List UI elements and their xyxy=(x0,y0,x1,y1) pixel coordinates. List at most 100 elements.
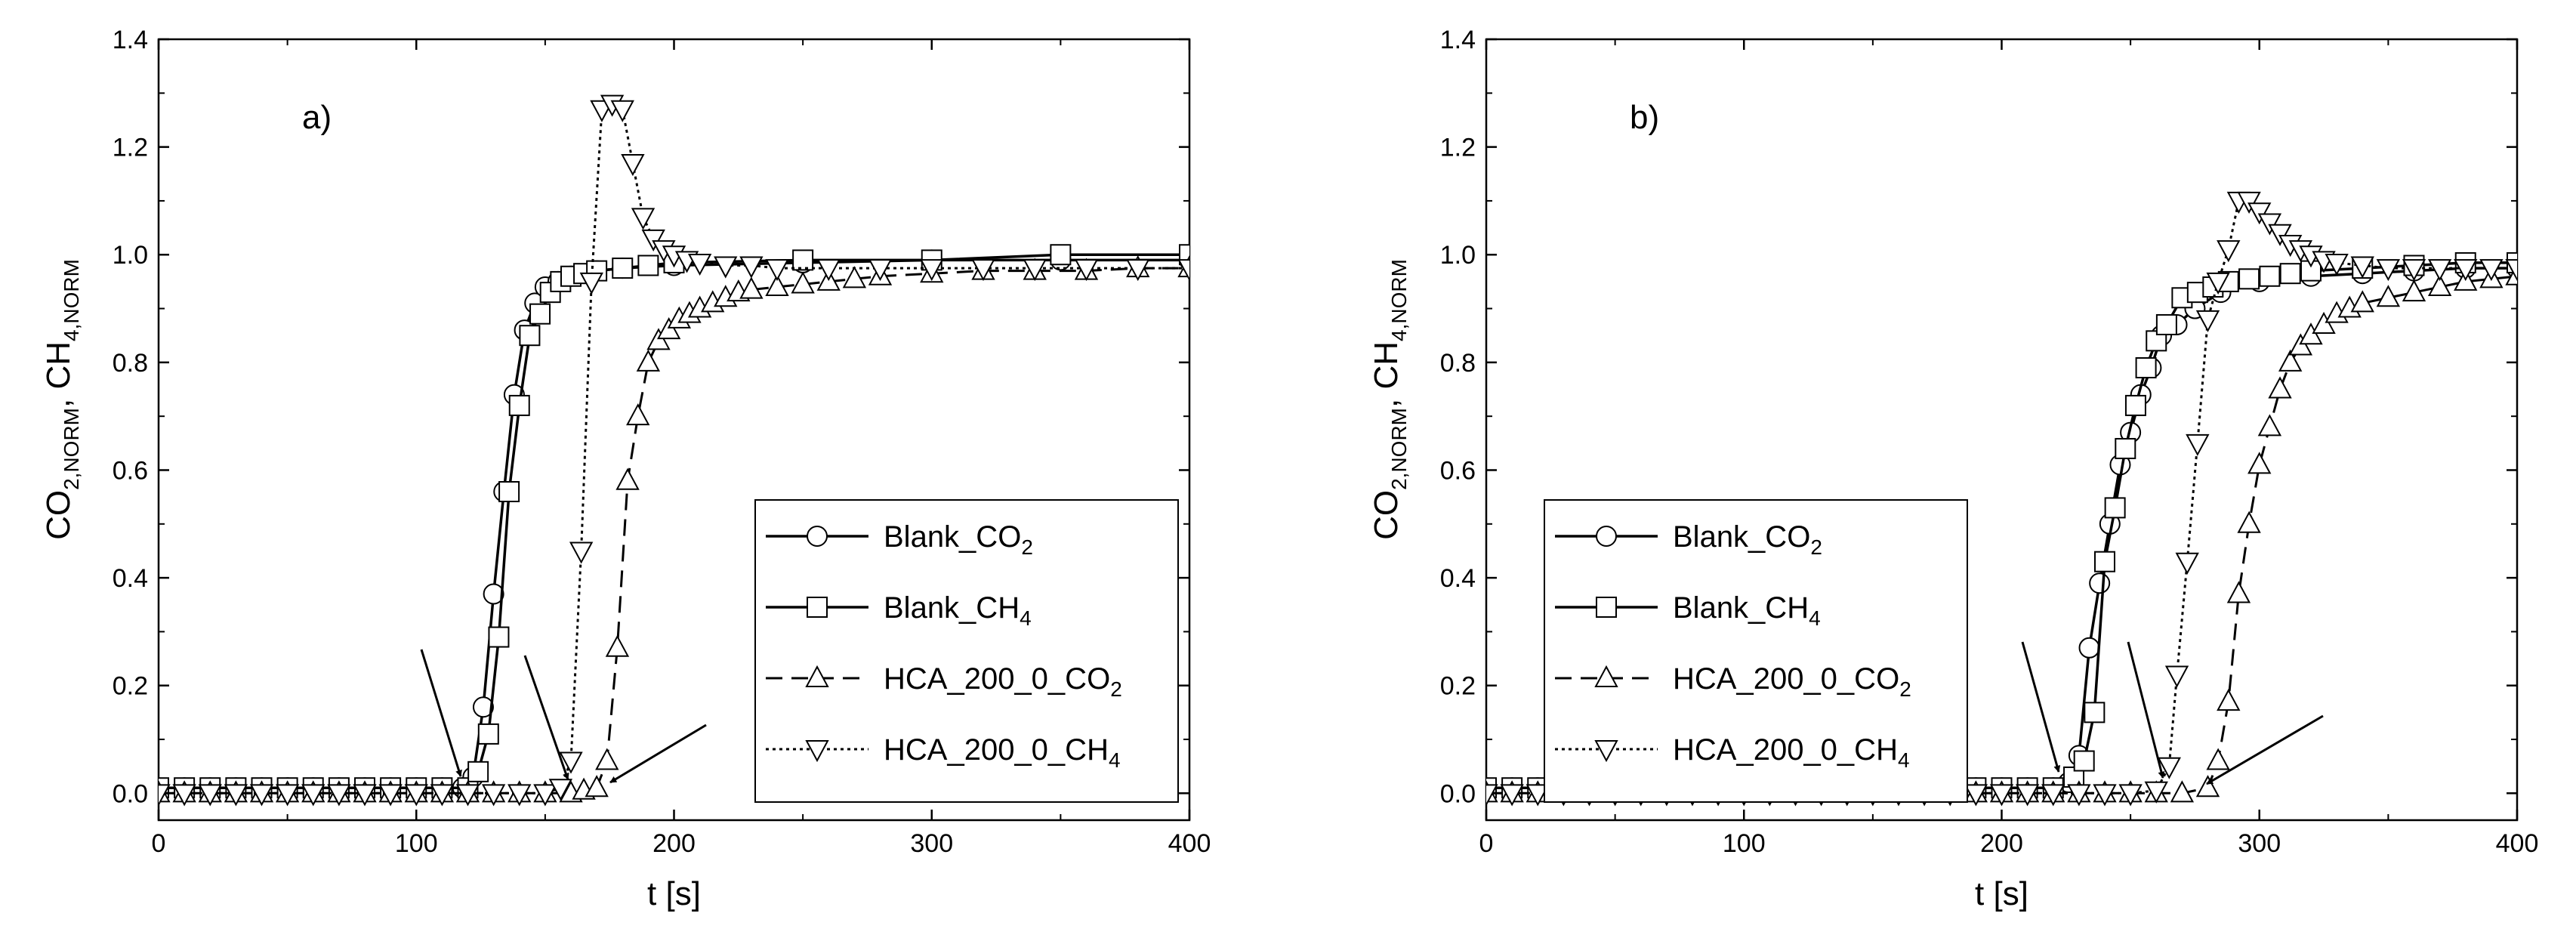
data-point-HCA_200_0_CH4 xyxy=(2195,310,2220,332)
annotation-arrow xyxy=(2021,641,2061,773)
data-point-Blank_CH4 xyxy=(529,303,551,325)
data-point-HCA_200_0_CO2 xyxy=(657,316,681,340)
data-point-HCA_200_0_CH4 xyxy=(353,784,377,807)
data-point-HCA_200_0_CO2 xyxy=(2247,452,2272,474)
series-line-HCA_200_0_CH4 xyxy=(159,102,1189,794)
data-point-HCA_200_0_CH4 xyxy=(481,784,506,807)
data-point-Blank_CH4 xyxy=(2155,313,2177,335)
data-point-HCA_200_0_CO2 xyxy=(2312,311,2336,334)
data-point-HCA_200_0_CO2 xyxy=(626,403,650,426)
annotation-arrow xyxy=(2206,714,2324,785)
data-point-HCA_200_0_CH4 xyxy=(548,779,573,801)
data-point-HCA_200_0_CH4 xyxy=(159,784,171,807)
data-point-HCA_200_0_CH4 xyxy=(714,256,738,279)
data-point-Blank_CH4 xyxy=(2073,750,2095,772)
data-point-HCA_200_0_CO2 xyxy=(2427,273,2452,297)
data-point-HCA_200_0_CH4 xyxy=(2093,784,2117,807)
y-tick-label: 1.0 xyxy=(113,241,148,270)
data-point-HCA_200_0_CH4 xyxy=(971,259,995,282)
legend-marker-Blank_CO2 xyxy=(1596,526,1617,547)
data-point-HCA_200_0_CH4 xyxy=(2325,253,2349,276)
data-point-HCA_200_0_CH4 xyxy=(507,784,532,807)
data-point-HCA_200_0_CH4 xyxy=(579,272,603,295)
data-point-HCA_200_0_CO2 xyxy=(2288,333,2313,356)
annotation-arrow xyxy=(523,655,569,780)
data-point-Blank_CH4 xyxy=(2279,263,2301,285)
data-point-Blank_CH4 xyxy=(2115,437,2136,459)
data-point-HCA_200_0_CO2 xyxy=(2376,285,2401,307)
data-point-HCA_200_0_CO2 xyxy=(2237,511,2261,533)
data-point-HCA_200_0_CO2 xyxy=(615,467,640,490)
y-tick-label: 0.4 xyxy=(1440,564,1476,593)
y-tick-label: 1.4 xyxy=(1440,26,1476,54)
x-tick-label: 0 xyxy=(152,829,166,858)
legend-marker-Blank_CH4 xyxy=(1596,597,1617,618)
data-point-HCA_200_0_CH4 xyxy=(404,784,428,807)
data-point-HCA_200_0_CO2 xyxy=(2217,689,2241,711)
data-point-Blank_CH4 xyxy=(2135,356,2157,378)
data-point-HCA_200_0_CH4 xyxy=(1177,259,1189,282)
legend-label-Blank_CH4: Blank_CH4 xyxy=(884,591,1032,630)
legend-box xyxy=(1544,499,1968,803)
data-point-HCA_200_0_CO2 xyxy=(605,634,630,657)
legend-label-HCA_200_0_CH4: HCA_200_0_CH4 xyxy=(884,733,1121,772)
y-tick-label: 0.8 xyxy=(113,349,148,378)
annotation-arrow xyxy=(609,723,707,784)
y-tick-label: 0.8 xyxy=(1440,349,1476,378)
data-point-Blank_CH4 xyxy=(612,258,634,279)
legend-label-HCA_200_0_CO2: HCA_200_0_CO2 xyxy=(884,662,1122,701)
data-point-HCA_200_0_CO2 xyxy=(2257,414,2282,437)
y-tick-label: 1.2 xyxy=(1440,134,1476,162)
data-point-HCA_200_0_CH4 xyxy=(2427,259,2452,282)
data-point-HCA_200_0_CO2 xyxy=(2402,279,2426,302)
data-point-HCA_200_0_CH4 xyxy=(2118,784,2143,807)
data-point-HCA_200_0_CH4 xyxy=(569,541,594,564)
data-point-HCA_200_0_CH4 xyxy=(2237,191,2261,214)
data-point-HCA_200_0_CH4 xyxy=(2350,256,2374,279)
data-point-HCA_200_0_CH4 xyxy=(1074,259,1099,282)
data-point-Blank_CH4 xyxy=(2238,268,2260,290)
legend: Blank_CO2 Blank_CH4 HCA_200_0_CO2 HCA_200_0… xyxy=(1544,499,1968,803)
plot-area xyxy=(159,94,1189,807)
annotation-arrow xyxy=(2127,641,2165,779)
data-point-HCA_200_0_CH4 xyxy=(2217,240,2241,263)
data-point-Blank_CH4 xyxy=(2094,551,2115,572)
legend-marker-Blank_CH4 xyxy=(807,597,828,618)
data-point-HCA_200_0_CH4 xyxy=(641,229,665,251)
chart-panel-b: 0 100 200 300 400 0.0 0.2 0.4 0.6 0.8 1.0 1.2 1.4 t [… xyxy=(1368,26,2538,912)
data-point-HCA_200_0_CH4 xyxy=(455,784,480,807)
legend-label-Blank_CO2: Blank_CO2 xyxy=(884,520,1033,559)
data-point-HCA_200_0_CH4 xyxy=(249,784,274,807)
data-point-HCA_200_0_CH4 xyxy=(1526,784,1550,807)
data-point-HCA_200_0_CH4 xyxy=(2479,259,2504,282)
data-point-HCA_200_0_CH4 xyxy=(2067,784,2091,807)
legend-marker-HCA_200_0_CO2 xyxy=(805,665,829,687)
data-point-HCA_200_0_CH4 xyxy=(224,784,248,807)
data-point-HCA_200_0_CH4 xyxy=(2015,784,2040,807)
panel-label: a) xyxy=(302,99,332,136)
data-point-HCA_200_0_CH4 xyxy=(327,784,351,807)
data-point-HCA_200_0_CH4 xyxy=(2247,202,2272,225)
data-point-HCA_200_0_CO2 xyxy=(2278,349,2303,372)
data-point-Blank_CH4 xyxy=(637,255,659,276)
data-point-HCA_200_0_CH4 xyxy=(2257,213,2282,236)
data-point-HCA_200_0_CH4 xyxy=(559,751,583,774)
data-point-Blank_CH4 xyxy=(467,761,489,782)
data-point-Blank_CH4 xyxy=(2124,394,2146,416)
y-axis-label: CO2,NORM, CH4,NORM xyxy=(1368,259,1411,540)
data-point-HCA_200_0_CH4 xyxy=(687,253,712,276)
data-point-Blank_CO2 xyxy=(472,696,494,718)
data-point-Blank_CH4 xyxy=(498,481,520,503)
x-tick-label: 100 xyxy=(1723,829,1766,858)
legend-marker-HCA_200_0_CH4 xyxy=(805,740,829,763)
x-tick-label: 400 xyxy=(2496,829,2539,858)
x-tick-label: 300 xyxy=(2238,829,2281,858)
data-point-HCA_200_0_CH4 xyxy=(2505,259,2517,282)
legend-marker-HCA_200_0_CO2 xyxy=(1594,665,1618,687)
y-tick-label: 1.2 xyxy=(113,134,148,162)
data-point-HCA_200_0_CO2 xyxy=(2206,748,2230,770)
data-point-Blank_CO2 xyxy=(2078,637,2100,659)
data-point-HCA_200_0_CH4 xyxy=(621,154,645,177)
x-axis-label: t [s] xyxy=(647,875,701,912)
